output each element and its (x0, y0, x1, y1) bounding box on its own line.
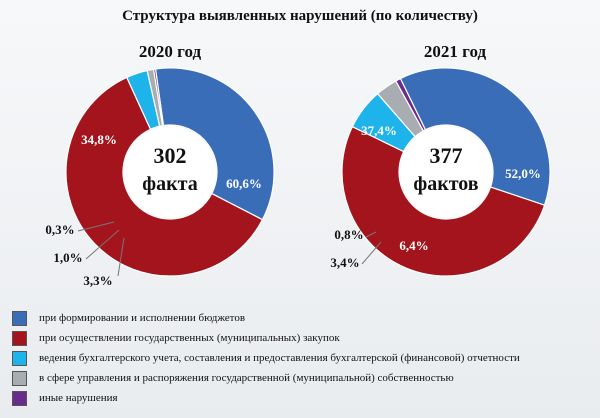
donut-slice-2020-procurement (65, 76, 264, 277)
center-label-2020: факта (142, 173, 197, 195)
legend-item-accounting: ведения бухгалтерского учета, составлени… (12, 348, 520, 368)
data-label-2021-accounting: 6,4% (399, 238, 428, 253)
legend-item-other: иные нарушения (12, 388, 118, 408)
legend-swatch-other (12, 390, 27, 406)
donut-slice-2021-procurement (341, 125, 546, 277)
leader-line-2020-property (85, 229, 120, 260)
data-label-2021-property: 3,4% (330, 255, 359, 270)
center-label-2021: фактов (413, 173, 478, 195)
legend-label-other: иные нарушения (39, 392, 118, 404)
donut-slice-2021-other (394, 77, 427, 132)
data-label-2020-procurement: 60,6% (226, 176, 262, 191)
data-label-2020-budget: 34,8% (81, 132, 117, 147)
legend-label-procurement: при осуществлении государственных (муниц… (39, 332, 340, 344)
leader-line-2020-accounting (117, 237, 125, 277)
donut-slice-2020-budget (154, 67, 275, 221)
chart-title-2021: 2021 год (423, 42, 487, 61)
legend-item-budget: при формировании и исполнении бюджетов (12, 308, 245, 328)
data-label-2020-other: 0,3% (45, 222, 74, 237)
data-label-2020-property: 1,0% (53, 250, 82, 265)
chart-title-2020: 2020 год (138, 42, 202, 61)
legend-label-property: в сфере управления и распоряжения госуда… (39, 372, 454, 384)
legend-label-accounting: ведения бухгалтерского учета, составлени… (39, 352, 520, 364)
legend-item-procurement: при осуществлении государственных (муниц… (12, 328, 340, 348)
chart-main-title: Структура выявленных нарушений (по колич… (122, 8, 478, 24)
data-label-2020-accounting: 3,3% (83, 273, 112, 288)
donut-hole-2021 (400, 126, 492, 218)
leader-line-2021-property (361, 241, 382, 265)
legend-swatch-procurement (12, 330, 27, 346)
legend-swatch-budget (12, 310, 27, 326)
center-number-2021: 377 (430, 143, 463, 168)
legend-label-budget: при формировании и исполнении бюджетов (39, 312, 246, 324)
donut-slice-2020-other (152, 68, 165, 127)
donut-hole-2020 (124, 126, 216, 218)
data-label-2021-budget: 37,4% (361, 123, 397, 138)
center-number-2020: 302 (154, 143, 187, 168)
data-label-2021-procurement: 52,0% (505, 166, 541, 181)
donut-slice-2021-budget (399, 67, 551, 207)
data-label-2021-other: 0,8% (334, 227, 363, 242)
legend-item-property: в сфере управления и распоряжения госуда… (12, 368, 454, 388)
leader-line-2020-other (77, 221, 115, 232)
leader-line-2021-other (365, 231, 377, 238)
legend-swatch-accounting (12, 350, 27, 366)
legend-swatch-property (12, 370, 27, 386)
